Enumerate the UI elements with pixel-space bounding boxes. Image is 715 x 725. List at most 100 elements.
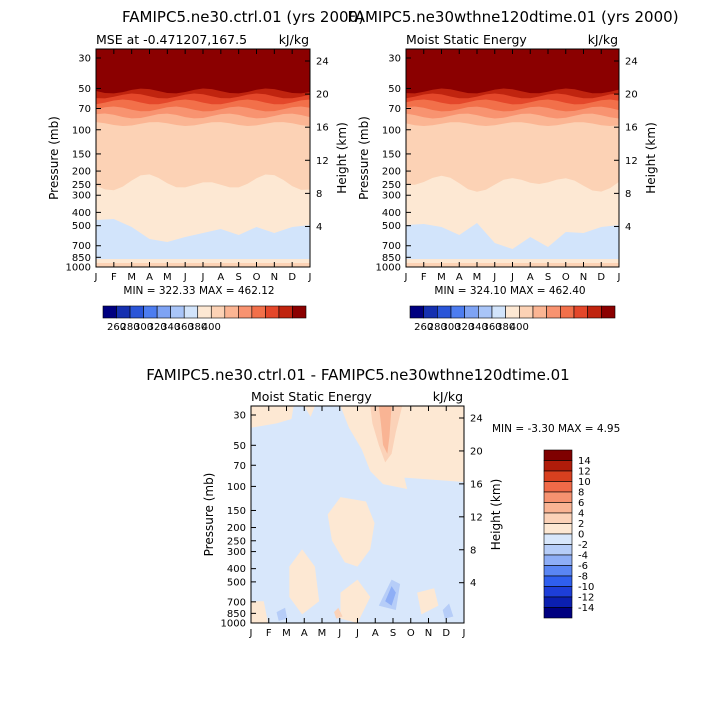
colorbar-box xyxy=(587,305,602,319)
x-tick-label: M xyxy=(282,628,291,639)
contour-region xyxy=(340,406,464,500)
colorbar-label: 10 xyxy=(578,477,591,488)
panel-ctrl-plot: J F M A M J J A S O N D J305070100150200250300400500… xyxy=(47,48,349,283)
colorbar-box xyxy=(543,523,573,535)
y-tick-label: 200 xyxy=(382,167,401,178)
y-right-tick-label: 20 xyxy=(470,446,483,457)
colorbar-box xyxy=(156,305,171,319)
x-tick-label: A xyxy=(527,272,534,283)
y-tick-label: 50 xyxy=(78,84,91,95)
y-right-axis-label: Height (km) xyxy=(644,122,658,193)
colorbar-label: 360 xyxy=(175,322,194,333)
contour-region xyxy=(404,477,464,541)
x-tick-label: S xyxy=(235,272,241,283)
panel-ctrl-units: kJ/kg xyxy=(279,32,309,47)
x-tick-label: A xyxy=(301,628,308,639)
colorbar-box xyxy=(543,586,573,598)
colorbar-box xyxy=(102,305,117,319)
x-tick-label: N xyxy=(580,272,587,283)
y-right-tick-label: 16 xyxy=(625,123,638,134)
x-tick-label: F xyxy=(266,628,272,639)
y-tick-label: 300 xyxy=(227,547,246,558)
y-right-tick-label: 20 xyxy=(625,90,638,101)
x-tick-label: M xyxy=(318,628,327,639)
panel-ctrl-title: FAMIPC5.ne30.ctrl.01 (yrs 2000) xyxy=(122,8,364,26)
y-tick-label: 100 xyxy=(227,482,246,493)
y-right-tick-label: 24 xyxy=(625,57,638,68)
y-right-axis-label: Height (km) xyxy=(489,479,503,550)
y-tick-label: 400 xyxy=(227,564,246,575)
colorbar-label: 260 xyxy=(414,322,433,333)
y-tick-label: 150 xyxy=(227,506,246,517)
y-tick-label: 1000 xyxy=(66,263,91,274)
colorbar-box xyxy=(543,533,573,545)
x-tick-label: S xyxy=(390,628,396,639)
colorbar-box xyxy=(532,305,547,319)
contour-region xyxy=(378,406,392,454)
panel-exp: FAMIPC5.ne30wthne120dtime.01 (yrs 2000) … xyxy=(347,8,678,333)
contour-band xyxy=(406,49,619,94)
y-tick-label: 200 xyxy=(227,523,246,534)
y-tick-label: 250 xyxy=(382,180,401,191)
y-tick-label: 30 xyxy=(388,54,401,65)
y-right-tick-label: 24 xyxy=(470,414,483,425)
colorbar-label: 300 xyxy=(134,322,153,333)
colorbar-label: 14 xyxy=(578,456,591,467)
colorbar-box xyxy=(543,481,573,493)
y-tick-label: 30 xyxy=(78,54,91,65)
x-tick-label: A xyxy=(217,272,224,283)
x-tick-label: J xyxy=(249,628,253,639)
colorbar-label: 4 xyxy=(578,509,584,520)
colorbar-label: -6 xyxy=(578,561,588,572)
x-tick-label: S xyxy=(545,272,551,283)
y-tick-label: 500 xyxy=(227,577,246,588)
y-tick-label: 150 xyxy=(72,149,91,160)
colorbar-box xyxy=(238,305,253,319)
colorbar-box xyxy=(560,305,575,319)
y-tick-label: 150 xyxy=(382,149,401,160)
colorbar-label: 320 xyxy=(148,322,167,333)
x-tick-label: J xyxy=(94,272,98,283)
y-tick-label: 700 xyxy=(382,241,401,252)
y-axis-label: Pressure (mb) xyxy=(202,473,216,557)
contour-region xyxy=(334,607,343,619)
y-tick-label: 250 xyxy=(227,536,246,547)
x-tick-label: F xyxy=(111,272,117,283)
colorbar-label: -14 xyxy=(578,603,594,614)
y-tick-label: 400 xyxy=(382,208,401,219)
colorbar-label: 8 xyxy=(578,488,584,499)
x-tick-label: M xyxy=(473,272,482,283)
colorbar-box xyxy=(543,460,573,472)
y-right-tick-label: 12 xyxy=(316,156,329,167)
panel-exp-subtitle-left: Moist Static Energy xyxy=(406,32,527,47)
low-level-region xyxy=(96,219,310,259)
x-tick-label: O xyxy=(562,272,570,283)
panel-diff: FAMIPC5.ne30.ctrl.01 - FAMIPC5.ne30wthne… xyxy=(146,366,620,639)
colorbar-box xyxy=(519,305,534,319)
panel-diff-plot: J F M A M J J A S O N D J305070100150200250300400500… xyxy=(202,405,503,639)
y-tick-label: 300 xyxy=(72,191,91,202)
x-tick-label: J xyxy=(201,272,205,283)
colorbar-box xyxy=(143,305,158,319)
colorbar-box xyxy=(197,305,212,319)
y-right-tick-label: 16 xyxy=(470,479,483,490)
colorbar-label: 12 xyxy=(578,467,591,478)
x-tick-label: J xyxy=(404,272,408,283)
colorbar-box xyxy=(129,305,144,319)
colorbar-box xyxy=(543,544,573,556)
colorbar-box xyxy=(601,305,616,319)
panel-diff-units: kJ/kg xyxy=(433,389,463,404)
contour-region xyxy=(340,579,371,623)
colorbar-box xyxy=(116,305,131,319)
colorbar-box xyxy=(505,305,520,319)
colorbar-box xyxy=(423,305,438,319)
colorbar-label: 0 xyxy=(578,530,584,541)
contour-region xyxy=(304,406,315,417)
y-tick-label: 200 xyxy=(72,167,91,178)
y-right-tick-label: 8 xyxy=(316,189,322,200)
y-right-tick-label: 20 xyxy=(316,90,329,101)
colorbar-box xyxy=(170,305,185,319)
contour-band xyxy=(96,49,310,94)
colorbar-label: -10 xyxy=(578,582,594,593)
colorbar-box xyxy=(546,305,561,319)
